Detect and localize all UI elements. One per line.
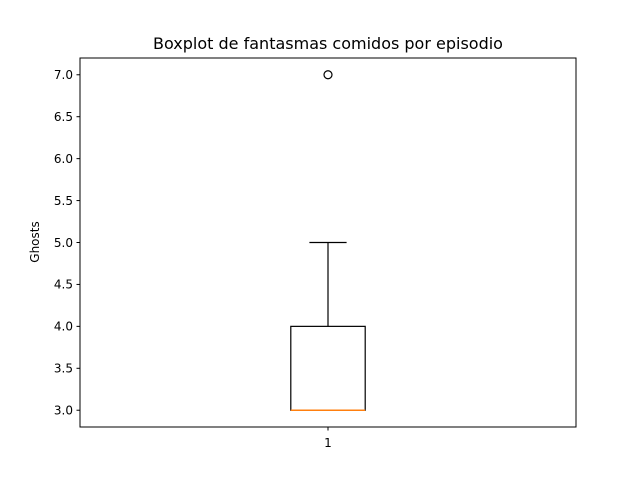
boxes (290, 70, 366, 411)
y-tick-label: 6.5 (54, 110, 73, 124)
y-tick-label: 5.5 (54, 194, 73, 208)
plot-frame (79, 57, 577, 428)
y-tick-label: 3.5 (54, 362, 73, 376)
x-axis-ticks: 1 (324, 427, 332, 450)
y-tick-label: 3.0 (54, 404, 73, 418)
box-iqr (290, 325, 366, 411)
box-group (290, 70, 366, 411)
y-axis-ticks: 3.0 3.5 4.0 4.5 5.0 5.5 6.0 6.5 7.0 (54, 68, 80, 418)
y-tick-label: 7.0 (54, 68, 73, 82)
chart-title: Boxplot de fantasmas comidos por episodi… (153, 34, 503, 53)
outlier-point (323, 70, 333, 80)
y-tick-label: 6.0 (54, 152, 73, 166)
y-tick-label: 4.5 (54, 278, 73, 292)
y-axis-label: Ghosts (28, 221, 42, 262)
x-tick-label: 1 (324, 436, 332, 450)
y-tick-label: 5.0 (54, 236, 73, 250)
y-tick-label: 4.0 (54, 320, 73, 334)
